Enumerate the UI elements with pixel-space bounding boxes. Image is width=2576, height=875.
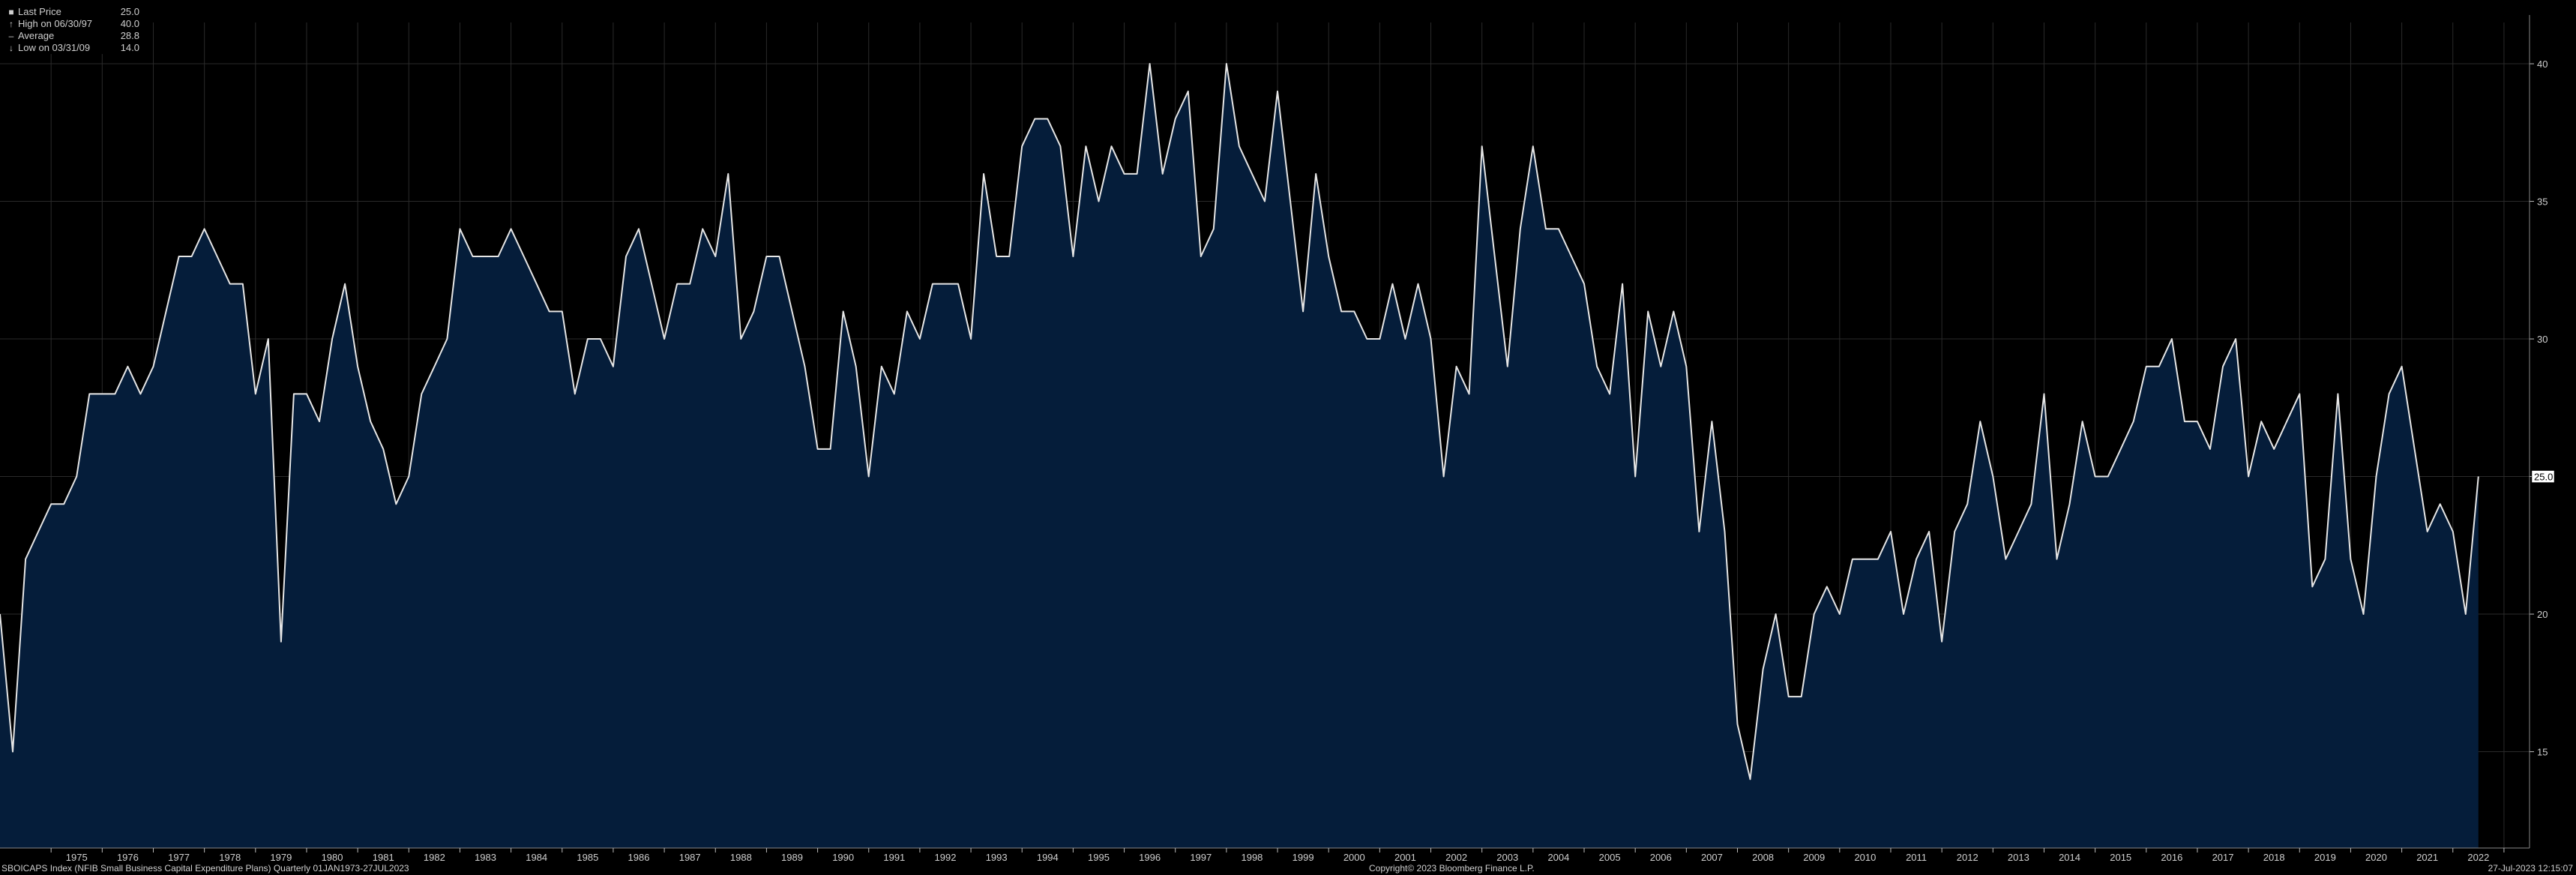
- x-tick-label: 1983: [475, 852, 496, 863]
- x-tick-label: 1990: [832, 852, 854, 863]
- x-tick-label: 2018: [2263, 852, 2285, 863]
- x-tick-label: 2008: [1752, 852, 1774, 863]
- y-tick-label: 20: [2537, 609, 2548, 620]
- x-tick-label: 2007: [1701, 852, 1723, 863]
- legend-row-average: – Average 28.8: [4, 30, 139, 42]
- x-tick-label: 2014: [2059, 852, 2080, 863]
- x-tick-label: 2012: [1957, 852, 1978, 863]
- series-line: [0, 63, 2479, 781]
- x-tick-label: 1975: [66, 852, 88, 863]
- footer-timestamp: 27-Jul-2023 12:15:07: [2488, 863, 2573, 874]
- x-tick-label: 1993: [986, 852, 1008, 863]
- x-tick-label: 1999: [1292, 852, 1314, 863]
- legend-label: Last Price: [18, 6, 61, 17]
- x-tick-label: 1978: [219, 852, 241, 863]
- legend-value: 14.0: [120, 42, 139, 53]
- x-tick-label: 1981: [373, 852, 394, 863]
- y-tick-label: 40: [2537, 58, 2548, 70]
- x-tick-label: 2015: [2110, 852, 2131, 863]
- y-tick-label: 35: [2537, 196, 2548, 208]
- x-tick-label: 2016: [2161, 852, 2182, 863]
- axes: [0, 15, 2534, 853]
- legend-value: 40.0: [120, 18, 139, 29]
- x-tick-label: 2010: [1854, 852, 1876, 863]
- average-dash-icon: –: [8, 31, 14, 41]
- x-tick-label: 1985: [577, 852, 598, 863]
- legend-label: Low on 03/31/09: [18, 42, 91, 53]
- legend-row-high: ↑ High on 06/30/97 40.0: [4, 18, 139, 30]
- footer-security-description: SBOICAPS Index (NFIB Small Business Capi…: [1, 863, 409, 874]
- x-tick-label: 1988: [730, 852, 752, 863]
- x-tick-label: 1995: [1088, 852, 1110, 863]
- x-tick-label: 2001: [1394, 852, 1416, 863]
- x-tick-label: 1997: [1190, 852, 1212, 863]
- x-tick-label: 1992: [935, 852, 957, 863]
- x-tick-label: 1976: [117, 852, 139, 863]
- x-tick-label: 2004: [1547, 852, 1569, 863]
- y-tick-label: 30: [2537, 334, 2548, 345]
- legend-value: 25.0: [120, 6, 139, 17]
- x-tick-label: 2021: [2416, 852, 2438, 863]
- x-tick-label: 2020: [2365, 852, 2387, 863]
- x-tick-label: 2022: [2467, 852, 2489, 863]
- legend-row-last-price: ■ Last Price 25.0: [4, 6, 139, 18]
- legend: ■ Last Price 25.0 ↑ High on 06/30/97 40.…: [4, 6, 139, 54]
- last-price-tag: 25.0: [2531, 470, 2555, 483]
- x-tick-label: 1980: [322, 852, 343, 863]
- x-tick-label: 2013: [2008, 852, 2029, 863]
- x-tick-label: 1991: [883, 852, 905, 863]
- x-tick-label: 2000: [1343, 852, 1365, 863]
- x-axis-labels: 1975 1976 1977 1978 1979 1980 1981 1982 1983 1984…: [66, 852, 2490, 863]
- last-price-square-icon: ■: [8, 7, 14, 17]
- low-arrow-down-icon: ↓: [9, 43, 13, 53]
- x-tick-label: 1996: [1139, 852, 1161, 863]
- high-arrow-up-icon: ↑: [9, 19, 13, 29]
- x-tick-label: 2006: [1650, 852, 1672, 863]
- x-tick-label: 1987: [679, 852, 701, 863]
- x-tick-label: 1998: [1241, 852, 1263, 863]
- x-tick-label: 2002: [1445, 852, 1467, 863]
- legend-label: High on 06/30/97: [18, 18, 93, 29]
- series-area: [0, 64, 2479, 848]
- x-tick-label: 2019: [2314, 852, 2336, 863]
- y-tick-label: 15: [2537, 747, 2548, 758]
- legend-row-low: ↓ Low on 03/31/09 14.0: [4, 42, 139, 54]
- x-tick-label: 2011: [1906, 852, 1927, 863]
- x-tick-label: 1994: [1037, 852, 1059, 863]
- x-tick-label: 2005: [1599, 852, 1621, 863]
- x-tick-label: 1977: [168, 852, 190, 863]
- x-tick-label: 1989: [781, 852, 803, 863]
- x-tick-label: 2009: [1803, 852, 1825, 863]
- x-tick-label: 2003: [1496, 852, 1518, 863]
- legend-label: Average: [18, 30, 55, 41]
- legend-value: 28.8: [120, 30, 139, 41]
- x-tick-label: 1984: [526, 852, 547, 863]
- x-tick-label: 1979: [270, 852, 292, 863]
- x-tick-label: 1986: [628, 852, 650, 863]
- last-price-tag-label: 25.0: [2534, 472, 2553, 483]
- footer-copyright: Copyright© 2023 Bloomberg Finance L.P.: [1369, 863, 1535, 874]
- x-tick-label: 2017: [2212, 852, 2234, 863]
- x-tick-label: 1982: [424, 852, 445, 863]
